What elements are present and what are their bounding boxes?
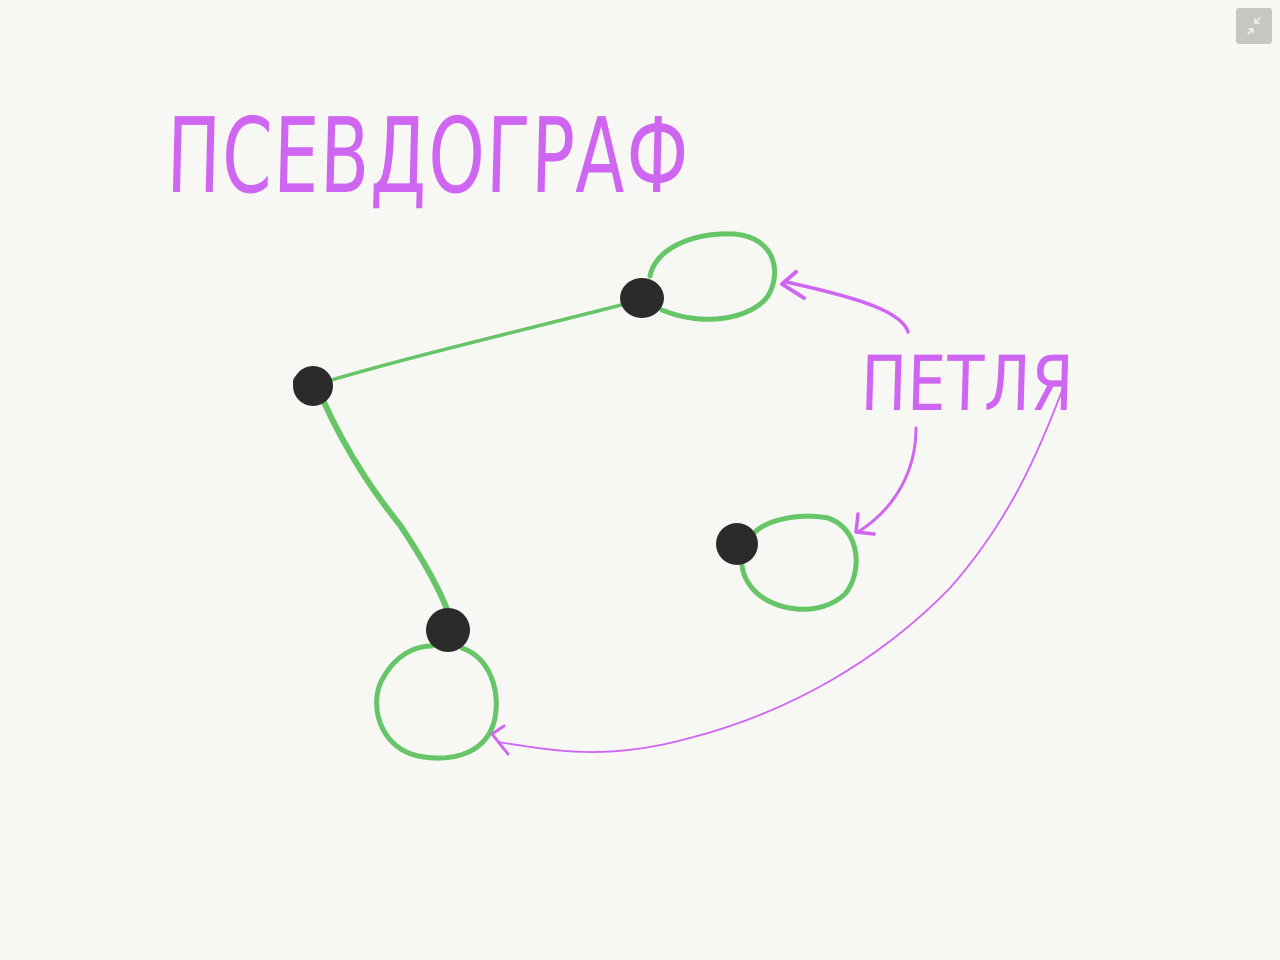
arrow-to-isolated-loop-head [854, 512, 876, 536]
vertex-isolated [716, 523, 758, 565]
arrow-to-bottom-loop [497, 379, 1067, 753]
vertex-top [620, 278, 664, 318]
edge-left-top [326, 302, 627, 383]
vertex-bottom [426, 608, 470, 652]
loop-label: ПЕТЛЯ [859, 339, 1076, 428]
loop-top-vertex [647, 231, 778, 322]
arrow-to-top-loop-head [780, 270, 806, 300]
arrow-to-isolated-loop [856, 426, 918, 534]
arrow-to-top-loop [784, 280, 910, 334]
edge-left-bottom [319, 395, 451, 615]
exit-fullscreen-button[interactable] [1236, 8, 1272, 44]
loop-bottom-vertex [374, 643, 499, 761]
diagram-title: ПСЕВДОГРАФ [165, 95, 692, 217]
loop-isolated-vertex [739, 513, 859, 612]
arrow-to-bottom-loop-head [490, 724, 510, 756]
collapse-arrows-icon [1247, 17, 1261, 35]
vertex-left [293, 366, 333, 406]
